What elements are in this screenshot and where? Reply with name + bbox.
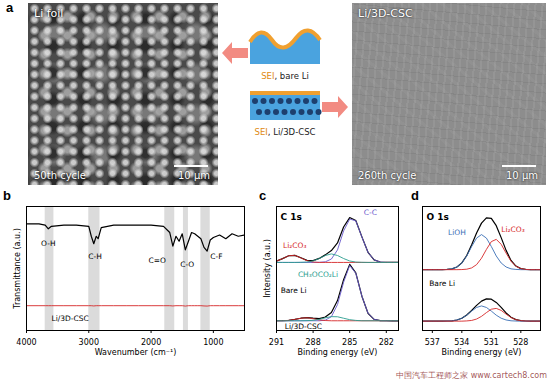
svg-text:Intensity (a.u.): Intensity (a.u.) [263, 239, 272, 298]
svg-text:Li₂CO₃: Li₂CO₃ [501, 225, 524, 234]
svg-text:C=O: C=O [149, 256, 167, 265]
svg-text:528: 528 [513, 338, 528, 347]
svg-text:3000: 3000 [79, 338, 99, 347]
html-text:50th cycle: 50th cycle [34, 170, 86, 181]
html-text:d: d [411, 188, 419, 203]
svg-text:Li₂CO₃: Li₂CO₃ [283, 241, 306, 250]
svg-text:Binding energy (eV): Binding energy (eV) [442, 348, 522, 357]
svg-text:C-H: C-H [88, 252, 102, 261]
html-text:10 μm: 10 μm [506, 170, 538, 181]
svg-text:Bare Li: Bare Li [429, 279, 455, 288]
html-text:b: b [3, 188, 11, 203]
html-text:Li/3D-CSC: Li/3D-CSC [358, 7, 413, 20]
html-text:Li foil: Li foil [34, 7, 64, 20]
svg-text:C 1s: C 1s [281, 212, 302, 222]
svg-text:282: 282 [379, 338, 394, 347]
svg-text:288: 288 [305, 338, 320, 347]
svg-text:534: 534 [454, 338, 469, 347]
svg-text:531: 531 [484, 338, 499, 347]
svg-text:Wavenumber (cm⁻¹): Wavenumber (cm⁻¹) [95, 348, 177, 357]
svg-text:Li/3D-CSC: Li/3D-CSC [285, 322, 322, 331]
svg-text:C-F: C-F [210, 252, 222, 261]
svg-text:O-H: O-H [41, 239, 55, 248]
svg-text:4000: 4000 [16, 338, 36, 347]
html-text:a: a [6, 0, 14, 15]
svg-text:O 1s: O 1s [427, 212, 449, 222]
svg-text:Binding energy (eV): Binding energy (eV) [298, 348, 378, 357]
html-text:c: c [259, 188, 267, 203]
svg-text:LiOH: LiOH [448, 228, 466, 237]
svg-text:Transmittance (a.u.): Transmittance (a.u.) [13, 228, 22, 310]
svg-text:CH₃OCO₂Li: CH₃OCO₂Li [298, 270, 338, 279]
svg-text:SEI, Li/3D-CSC: SEI, Li/3D-CSC [255, 127, 316, 137]
html-text:中国汽车工程师之家 www.cartech8.com: 中国汽车工程师之家 www.cartech8.com [396, 371, 547, 380]
svg-text:1000: 1000 [203, 338, 223, 347]
html-text:10 μm: 10 μm [178, 170, 210, 181]
svg-text:C-C: C-C [364, 208, 377, 217]
svg-text:537: 537 [425, 338, 440, 347]
svg-text:Bare Li: Bare Li [281, 286, 307, 295]
svg-text:285: 285 [342, 338, 357, 347]
svg-text:291: 291 [269, 338, 284, 347]
html-text:260th cycle: 260th cycle [358, 170, 417, 181]
svg-text:Li/3D-CSC: Li/3D-CSC [51, 314, 88, 323]
svg-text:SEI, bare Li: SEI, bare Li [261, 71, 309, 81]
svg-text:2000: 2000 [141, 338, 161, 347]
svg-text:C-O: C-O [180, 260, 194, 269]
